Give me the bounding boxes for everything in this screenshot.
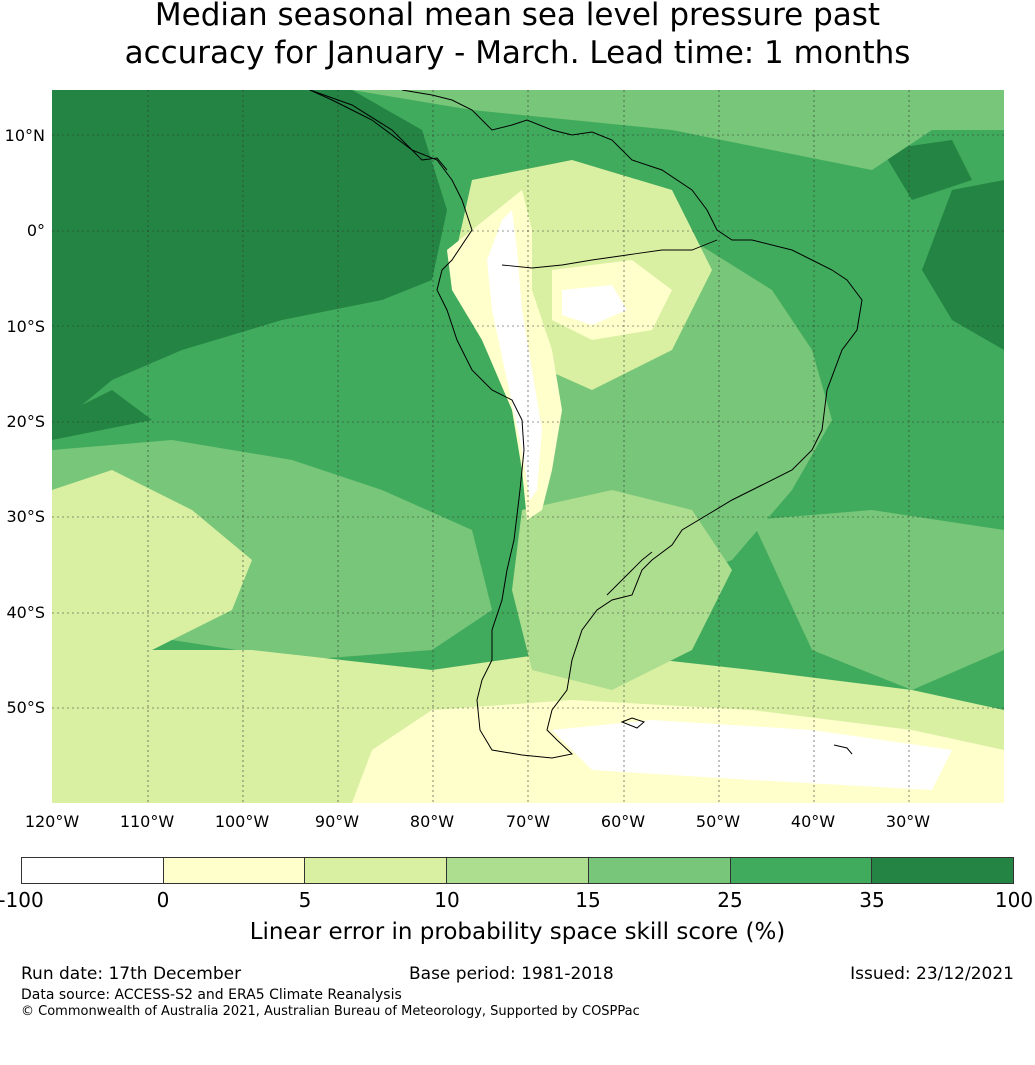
lon-label-120w: 120°W xyxy=(24,812,80,831)
colorbar-tick: 5 xyxy=(298,888,312,912)
falkland-islands xyxy=(620,717,645,729)
chart-title-line-2: accuracy for January - March. Lead time:… xyxy=(124,35,911,71)
coastline-central-america xyxy=(309,90,448,171)
region-low-skill-continent-south xyxy=(512,490,732,690)
colorbar-tick: 35 xyxy=(859,888,885,912)
copyright-notice: © Commonwealth of Australia 2021, Austra… xyxy=(21,1004,640,1019)
colorbar-tick: 100 xyxy=(994,888,1034,912)
region-mid-skill-atlantic-south xyxy=(752,510,1004,690)
region-mid-skill-north xyxy=(352,90,1004,170)
skill-score-map xyxy=(52,90,1004,803)
colorbar-segment xyxy=(305,858,448,883)
colorbar xyxy=(21,857,1014,884)
colorbar-tick: 0 xyxy=(156,888,170,912)
colorbar-segment xyxy=(872,858,1014,883)
run-date: Run date: 17th December xyxy=(21,964,242,984)
chart-title-line-1: Median seasonal mean sea level pressure … xyxy=(154,0,881,33)
base-period: Base period: 1981-2018 xyxy=(409,964,614,984)
region-negative-south xyxy=(552,720,952,790)
lon-label-110w: 110°W xyxy=(119,812,175,831)
colorbar-tick: 25 xyxy=(717,888,743,912)
region-pacific-high-skill-south xyxy=(52,390,152,440)
colorbar-segment xyxy=(22,858,164,883)
lat-label-30s: 30°S xyxy=(6,507,45,526)
lat-label-40s: 40°S xyxy=(6,603,45,622)
lon-label-90w: 90°W xyxy=(314,812,360,831)
lat-label-20s: 20°S xyxy=(6,412,45,431)
region-atlantic-high-skill-2 xyxy=(882,140,972,200)
region-negative-amazon xyxy=(562,285,627,325)
data-source: Data source: ACCESS-S2 and ERA5 Climate … xyxy=(21,987,402,1003)
colorbar-segment xyxy=(730,858,873,883)
lat-label-10s: 10°S xyxy=(6,317,45,336)
lon-label-30w: 30°W xyxy=(885,812,931,831)
river-plate xyxy=(606,551,653,596)
region-pacific-high-skill xyxy=(52,90,447,430)
lon-label-50w: 50°W xyxy=(695,812,741,831)
colorbar-segment xyxy=(163,858,306,883)
lon-label-80w: 80°W xyxy=(409,812,455,831)
colorbar-segment xyxy=(588,858,731,883)
lon-label-60w: 60°W xyxy=(600,812,646,831)
colorbar-tick: 10 xyxy=(434,888,460,912)
lat-label-10n: 10°N xyxy=(4,126,45,145)
lon-label-100w: 100°W xyxy=(214,812,270,831)
lon-label-70w: 70°W xyxy=(505,812,551,831)
region-low-skill-pacific xyxy=(52,470,252,670)
lon-label-40w: 40°W xyxy=(790,812,836,831)
colorbar-segment xyxy=(447,858,589,883)
colorbar-tick: -100 xyxy=(0,888,44,912)
region-negative-andes xyxy=(487,210,542,500)
lat-label-50s: 50°S xyxy=(6,698,45,717)
region-atlantic-high-skill xyxy=(922,180,1004,350)
colorbar-label: Linear error in probability space skill … xyxy=(249,919,786,945)
south-georgia xyxy=(833,744,853,755)
lat-label-0: 0° xyxy=(26,221,45,240)
colorbar-tick: 15 xyxy=(575,888,601,912)
coastline-south-america xyxy=(309,90,863,759)
issued-date: Issued: 23/12/2021 xyxy=(850,964,1014,984)
river-amazon xyxy=(501,239,718,269)
